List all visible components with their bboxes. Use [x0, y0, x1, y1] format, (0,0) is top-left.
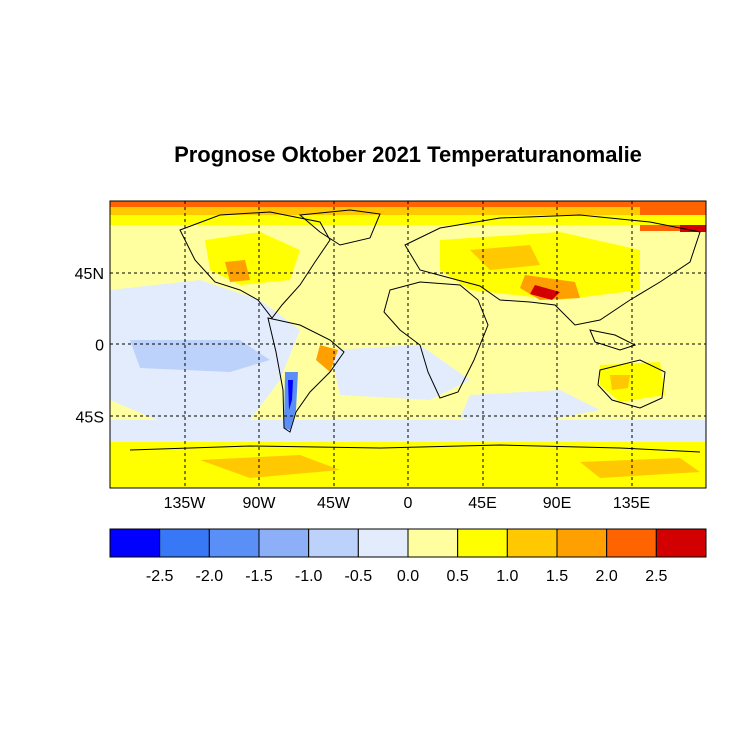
colorbar-label: 0.5 — [447, 568, 469, 585]
colorbar-label: -0.5 — [345, 568, 373, 585]
colorbar-label: -1.0 — [295, 568, 323, 585]
y-tick-label: 45N — [75, 266, 104, 283]
x-tick-label: 0 — [404, 495, 413, 512]
colorbar-label: -2.5 — [146, 568, 174, 585]
colorbar-swatch — [457, 528, 508, 558]
colorbar-label: -1.5 — [245, 568, 273, 585]
colorbar-labels: -2.5 -2.0 -1.5 -1.0 -0.5 0.0 0.5 1.0 1.5 2.0 2.5 — [146, 568, 668, 585]
colorbar-swatch — [357, 528, 409, 558]
y-tick-label: 0 — [95, 338, 104, 355]
colorbar-swatch — [407, 528, 459, 558]
colorbar-label: 1.5 — [546, 568, 568, 585]
x-tick-label: 45W — [317, 495, 351, 512]
colorbar-swatch — [655, 528, 707, 558]
x-tick-label: 90E — [543, 495, 571, 512]
y-tick-labels: 45N 0 45S — [75, 266, 104, 427]
colorbar-swatch — [308, 528, 359, 558]
colorbar-label: 2.5 — [645, 568, 667, 585]
colorbar-label: -2.0 — [196, 568, 224, 585]
x-tick-label: 45E — [468, 495, 496, 512]
x-tick-label: 90W — [243, 495, 277, 512]
colorbar-label: 1.0 — [496, 568, 518, 585]
y-tick-label: 45S — [76, 409, 104, 426]
coastlines — [129, 209, 701, 453]
colorbar-swatch — [506, 528, 558, 558]
colorbar-swatch — [258, 528, 310, 558]
colorbar — [109, 528, 707, 558]
colorbar-label: 2.0 — [596, 568, 618, 585]
colorbar-swatch — [159, 528, 210, 558]
colorbar-swatch — [208, 528, 260, 558]
x-tick-label: 135W — [164, 495, 207, 512]
colorbar-swatch — [109, 528, 161, 558]
colorbar-label: 0.0 — [397, 568, 419, 585]
x-tick-label: 135E — [613, 495, 650, 512]
map-frame — [109, 200, 707, 489]
page-title: Prognose Oktober 2021 Temperaturanomalie — [174, 142, 642, 167]
x-tick-labels: 135W 90W 45W 0 45E 90E 135E — [164, 495, 651, 512]
colorbar-swatch — [606, 528, 657, 558]
colorbar-swatch — [556, 528, 608, 558]
